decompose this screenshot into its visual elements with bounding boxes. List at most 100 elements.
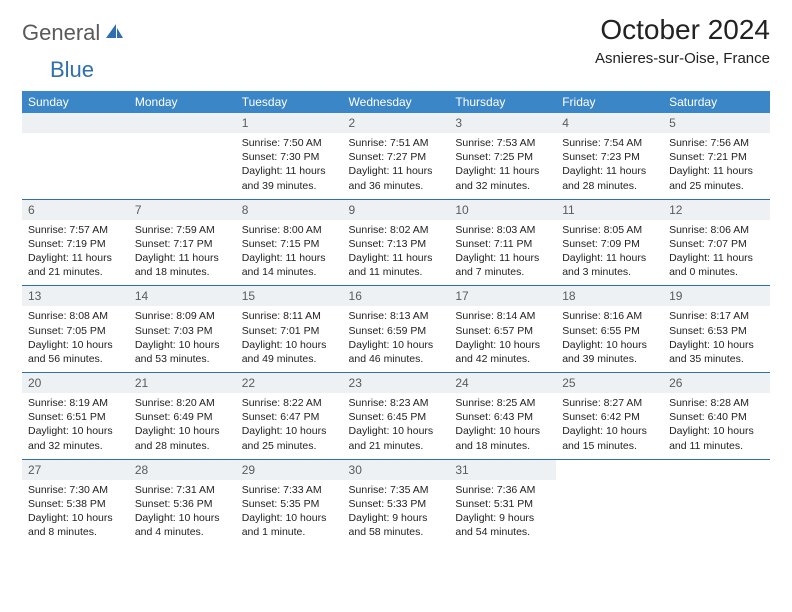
sunrise-text: Sunrise: 8:28 AM [669,396,764,410]
sunrise-text: Sunrise: 7:33 AM [242,483,337,497]
daylight-text: Daylight: 10 hours and 35 minutes. [669,338,764,366]
day-content: Sunrise: 8:13 AMSunset: 6:59 PMDaylight:… [343,306,450,372]
sunset-text: Sunset: 7:05 PM [28,324,123,338]
daylight-text: Daylight: 10 hours and 32 minutes. [28,424,123,452]
day-number-cell: 13 [22,286,129,307]
day-cell: Sunrise: 8:25 AMSunset: 6:43 PMDaylight:… [449,393,556,459]
day-cell: Sunrise: 8:28 AMSunset: 6:40 PMDaylight:… [663,393,770,459]
day-content: Sunrise: 7:53 AMSunset: 7:25 PMDaylight:… [449,133,556,199]
day-cell: Sunrise: 8:19 AMSunset: 6:51 PMDaylight:… [22,393,129,459]
day-number: 11 [556,200,663,220]
day-number: 9 [343,200,450,220]
sunrise-text: Sunrise: 8:23 AM [349,396,444,410]
day-content: Sunrise: 8:06 AMSunset: 7:07 PMDaylight:… [663,220,770,286]
day-number: 5 [663,113,770,133]
day-number-cell: 21 [129,373,236,394]
daylight-text: Daylight: 10 hours and 39 minutes. [562,338,657,366]
sunset-text: Sunset: 6:47 PM [242,410,337,424]
daylight-text: Daylight: 11 hours and 32 minutes. [455,164,550,192]
daylight-text: Daylight: 10 hours and 4 minutes. [135,511,230,539]
day-number-cell: 5 [663,113,770,133]
day-number: 15 [236,286,343,306]
sunrise-text: Sunrise: 7:56 AM [669,136,764,150]
daylight-text: Daylight: 11 hours and 25 minutes. [669,164,764,192]
sunset-text: Sunset: 7:15 PM [242,237,337,251]
day-content: Sunrise: 8:19 AMSunset: 6:51 PMDaylight:… [22,393,129,459]
day-number: 18 [556,286,663,306]
sunrise-text: Sunrise: 7:54 AM [562,136,657,150]
weekday-header: Friday [556,91,663,113]
day-number-cell [22,113,129,133]
day-number: 13 [22,286,129,306]
daylight-text: Daylight: 10 hours and 25 minutes. [242,424,337,452]
week-content-row: Sunrise: 7:57 AMSunset: 7:19 PMDaylight:… [22,220,770,286]
day-number: 12 [663,200,770,220]
day-number: 27 [22,460,129,480]
day-number-cell: 16 [343,286,450,307]
sunrise-text: Sunrise: 8:02 AM [349,223,444,237]
day-number: 22 [236,373,343,393]
day-number-cell: 26 [663,373,770,394]
day-number-cell: 31 [449,459,556,480]
daylight-text: Daylight: 11 hours and 28 minutes. [562,164,657,192]
day-cell: Sunrise: 8:00 AMSunset: 7:15 PMDaylight:… [236,220,343,286]
sunset-text: Sunset: 7:01 PM [242,324,337,338]
sunrise-text: Sunrise: 8:03 AM [455,223,550,237]
day-content: Sunrise: 8:14 AMSunset: 6:57 PMDaylight:… [449,306,556,372]
day-cell: Sunrise: 8:17 AMSunset: 6:53 PMDaylight:… [663,306,770,372]
day-number-cell: 9 [343,199,450,220]
week-daynum-row: 20212223242526 [22,373,770,394]
daylight-text: Daylight: 11 hours and 21 minutes. [28,251,123,279]
sunset-text: Sunset: 7:30 PM [242,150,337,164]
logo-text-gray: General [22,20,100,46]
sunset-text: Sunset: 6:53 PM [669,324,764,338]
day-number-cell: 2 [343,113,450,133]
day-cell [129,133,236,199]
sunset-text: Sunset: 5:31 PM [455,497,550,511]
sunrise-text: Sunrise: 8:17 AM [669,309,764,323]
sunrise-text: Sunrise: 8:16 AM [562,309,657,323]
sunrise-text: Sunrise: 8:06 AM [669,223,764,237]
week-daynum-row: 2728293031 [22,459,770,480]
sunrise-text: Sunrise: 8:27 AM [562,396,657,410]
day-number-cell: 29 [236,459,343,480]
day-content: Sunrise: 8:22 AMSunset: 6:47 PMDaylight:… [236,393,343,459]
weekday-header: Tuesday [236,91,343,113]
sunrise-text: Sunrise: 7:30 AM [28,483,123,497]
day-number: 8 [236,200,343,220]
day-cell: Sunrise: 7:51 AMSunset: 7:27 PMDaylight:… [343,133,450,199]
day-cell: Sunrise: 7:59 AMSunset: 7:17 PMDaylight:… [129,220,236,286]
sunrise-text: Sunrise: 7:51 AM [349,136,444,150]
day-content: Sunrise: 7:33 AMSunset: 5:35 PMDaylight:… [236,480,343,546]
day-content: Sunrise: 7:56 AMSunset: 7:21 PMDaylight:… [663,133,770,199]
day-cell: Sunrise: 7:31 AMSunset: 5:36 PMDaylight:… [129,480,236,546]
sunset-text: Sunset: 7:11 PM [455,237,550,251]
day-content: Sunrise: 8:11 AMSunset: 7:01 PMDaylight:… [236,306,343,372]
daylight-text: Daylight: 11 hours and 14 minutes. [242,251,337,279]
day-content: Sunrise: 8:17 AMSunset: 6:53 PMDaylight:… [663,306,770,372]
day-number-cell: 6 [22,199,129,220]
sunrise-text: Sunrise: 7:57 AM [28,223,123,237]
day-cell: Sunrise: 7:53 AMSunset: 7:25 PMDaylight:… [449,133,556,199]
sunset-text: Sunset: 6:43 PM [455,410,550,424]
sunset-text: Sunset: 7:23 PM [562,150,657,164]
daylight-text: Daylight: 11 hours and 36 minutes. [349,164,444,192]
day-cell: Sunrise: 8:20 AMSunset: 6:49 PMDaylight:… [129,393,236,459]
sunrise-text: Sunrise: 8:13 AM [349,309,444,323]
day-number: 14 [129,286,236,306]
title-block: October 2024 Asnieres-sur-Oise, France [595,14,770,67]
daylight-text: Daylight: 10 hours and 21 minutes. [349,424,444,452]
day-content: Sunrise: 7:57 AMSunset: 7:19 PMDaylight:… [22,220,129,286]
day-number: 19 [663,286,770,306]
day-number-cell: 15 [236,286,343,307]
sunrise-text: Sunrise: 7:36 AM [455,483,550,497]
day-number: 7 [129,200,236,220]
day-number-cell: 14 [129,286,236,307]
day-number-cell: 30 [343,459,450,480]
day-number-cell [129,113,236,133]
day-number: 16 [343,286,450,306]
day-cell: Sunrise: 8:16 AMSunset: 6:55 PMDaylight:… [556,306,663,372]
day-content: Sunrise: 7:59 AMSunset: 7:17 PMDaylight:… [129,220,236,286]
daylight-text: Daylight: 10 hours and 15 minutes. [562,424,657,452]
day-number: 10 [449,200,556,220]
